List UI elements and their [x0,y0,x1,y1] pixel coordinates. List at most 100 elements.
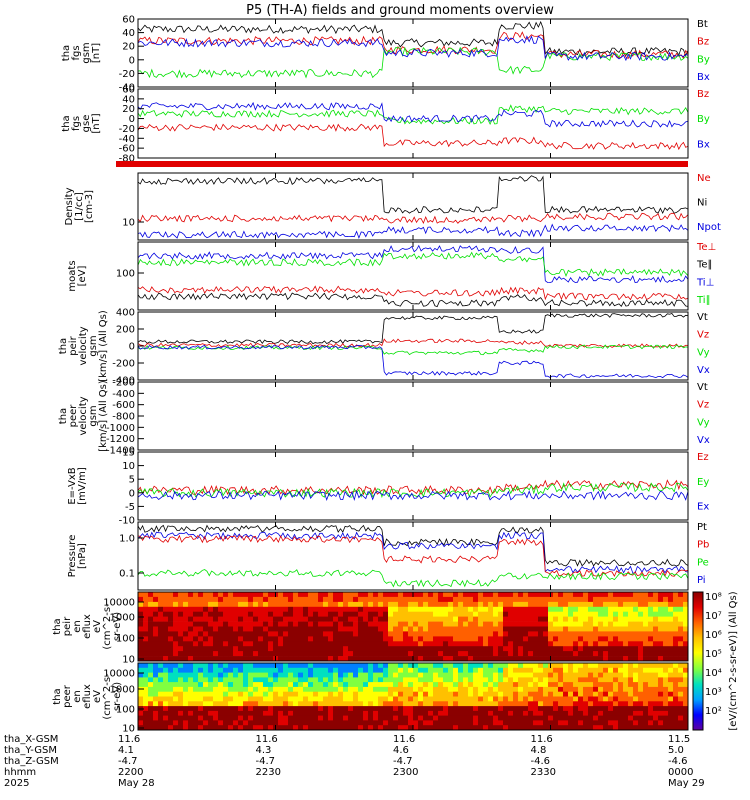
spec-cell [408,725,414,730]
spec-cell [378,606,384,613]
spec-cell [168,696,174,702]
spec-cell [373,656,379,661]
spec-cell [508,651,514,657]
spec-cell [558,667,564,673]
spec-cell [598,631,604,637]
spec-cell [148,621,154,627]
spec-cell [503,682,509,688]
spec-cell [613,701,619,707]
spec-cell [358,646,364,652]
spec-cell [438,606,444,613]
spec-cell [563,677,569,683]
spec-cell [188,663,194,669]
spec-cell [338,606,344,613]
spec-cell [203,725,209,730]
spec-cell [198,725,204,730]
spec-cell [303,701,309,707]
spec-cell [543,677,549,683]
spec-cell [293,682,299,688]
spec-cell [353,725,359,730]
spec-cell [563,611,569,617]
spec-cell [138,696,144,702]
spec-cell [563,656,569,661]
spec-cell [188,656,194,661]
spec-cell [438,621,444,627]
spec-cell [508,621,514,627]
spec-cell [338,696,344,702]
spec-cell [273,636,279,642]
spec-cell [338,682,344,688]
spec-cell [268,706,274,712]
spec-cell [218,656,224,661]
spec-cell [328,720,334,726]
spec-cell [603,682,609,688]
spec-cell [453,663,459,669]
spec-cell [223,672,229,678]
y-axis-label-line: en [72,690,83,703]
spec-cell [138,596,144,603]
spec-cell [328,710,334,717]
spec-cell [183,606,189,613]
legend-Bx: Bx [697,72,710,83]
spec-cell [243,606,249,613]
spec-cell [173,667,179,673]
spec-cell [323,636,329,642]
spec-cell [333,601,339,608]
spec-cell [608,696,614,702]
spec-cell [533,601,539,608]
spec-cell [143,686,149,693]
spec-cell [453,682,459,688]
spec-cell [638,682,644,688]
spec-cell [168,663,174,669]
spec-cell [303,686,309,693]
spec-cell [158,725,164,730]
spec-cell [283,667,289,673]
spec-cell [233,686,239,693]
spec-cell [548,715,554,721]
spec-cell [553,631,559,637]
spec-cell [593,725,599,730]
spec-cell [288,667,294,673]
spec-cell [208,663,214,669]
spec-cell [608,611,614,617]
spec-cell [628,677,634,683]
spec-cell [563,631,569,637]
spec-cell [678,686,684,693]
spec-cell [673,706,679,712]
spec-cell [528,667,534,673]
spec-cell [203,701,209,707]
spec-cell [223,626,229,632]
spec-cell [398,636,404,642]
y-axis-label: tha peir en eflux eV (cm^2-s-sr-eV) [52,603,123,650]
spec-cell [313,696,319,702]
spec-cell [533,691,539,697]
spec-cell [363,626,369,632]
spec-cell [583,631,589,637]
spec-cell [153,710,159,717]
spec-cell [613,672,619,678]
y-tick-label: 10000 [103,598,135,609]
spec-cell [658,667,664,673]
legend-Ex: Ex [697,502,709,513]
spec-cell [503,715,509,721]
spec-cell [618,646,624,652]
spec-cell [623,616,629,622]
spec-cell [373,677,379,683]
spec-cell [673,611,679,617]
spec-cell [673,701,679,707]
spec-cell [583,592,589,598]
spec-cell [448,656,454,661]
spec-cell [233,636,239,642]
spec-cell [158,626,164,632]
spec-cell [173,646,179,652]
spec-cell [358,606,364,613]
spec-cell [143,663,149,669]
spec-cell [663,725,669,730]
spec-cell [153,656,159,661]
spec-cell [523,611,529,617]
spec-cell [683,592,688,598]
spec-cell [283,720,289,726]
y-axis-label-line: [eV] [77,266,88,287]
spec-cell [353,677,359,683]
